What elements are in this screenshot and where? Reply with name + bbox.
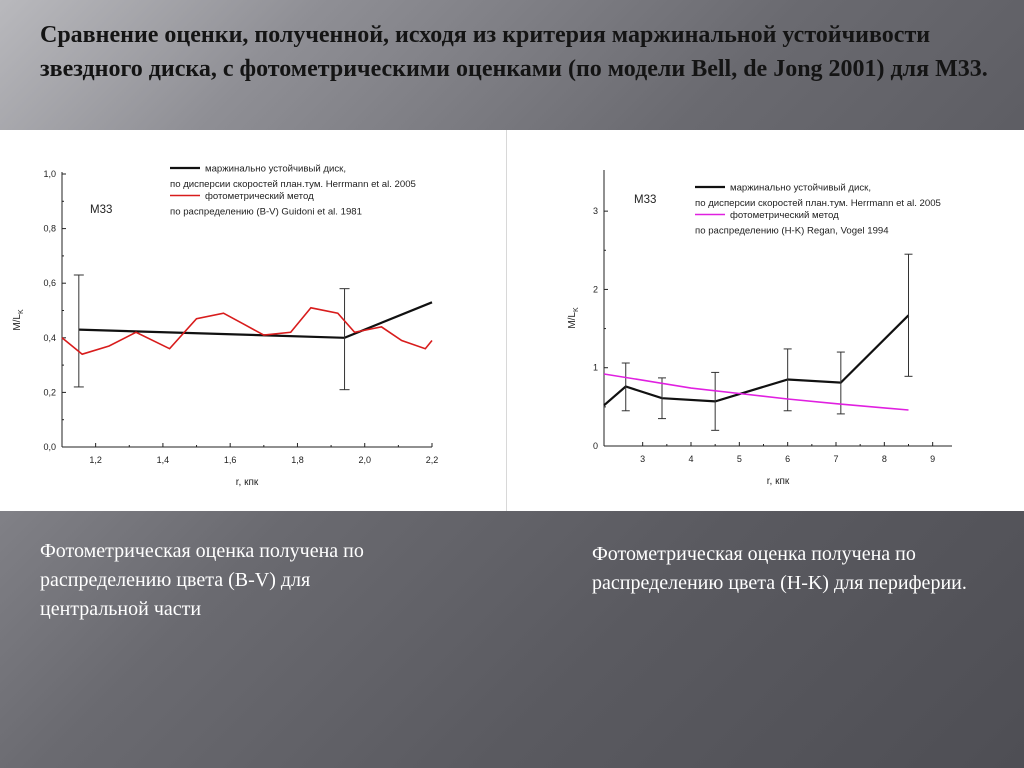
x-tick-label: 4 — [688, 454, 693, 464]
legend-entry-2: фотометрический метод — [205, 191, 314, 202]
error-bar — [711, 371, 720, 431]
galaxy-label: M33 — [90, 204, 112, 216]
series-line-2 — [603, 373, 909, 411]
galaxy-label: M33 — [634, 194, 656, 206]
y-tick-label: 3 — [593, 206, 598, 216]
y-axis-label-sub: K — [573, 307, 580, 312]
y-tick-label: 1,0 — [43, 169, 56, 179]
series-line-1 — [603, 314, 910, 407]
error-bar — [339, 288, 350, 391]
x-tick-label: 9 — [930, 454, 935, 464]
y-axis-label: M/LK — [12, 309, 25, 331]
legend-entry-1-detail: по дисперсии скоростей план.тум. Herrman… — [695, 198, 941, 209]
error-bar — [904, 253, 913, 377]
x-tick-label: 1,4 — [157, 455, 170, 465]
error-bar — [621, 362, 630, 412]
x-tick-label: 7 — [833, 454, 838, 464]
y-axis-label-main: M/L — [567, 312, 578, 329]
y-tick-label: 0,0 — [43, 442, 56, 452]
series-line-2 — [61, 306, 433, 356]
y-axis-label: M/LK — [567, 307, 580, 329]
legend-entry-2: фотометрический метод — [730, 210, 839, 221]
x-tick-label: 1,2 — [89, 455, 102, 465]
x-tick-label: 6 — [785, 454, 790, 464]
error-bar — [73, 274, 84, 388]
x-axis-label: r, кпк — [236, 477, 259, 488]
panel-divider — [506, 130, 507, 511]
y-tick-label: 0 — [593, 441, 598, 451]
caption-left: Фотометрическая оценка получена по распр… — [40, 540, 364, 620]
chart-panel-left: 0,0 0,2 0,4 0,6 0,8 1,0 1,2 1,4 1,6 1,8 2,0 2,2 M/LK… — [0, 130, 506, 511]
y-tick-label: 0,4 — [43, 333, 56, 343]
x-tick-label: 1,8 — [291, 455, 304, 465]
x-tick-label: 8 — [882, 454, 887, 464]
slide-title: Сравнение оценки, полученной, исходя из … — [40, 22, 988, 82]
y-tick-label: 2 — [593, 284, 598, 294]
x-tick-label: 5 — [737, 454, 742, 464]
x-tick-label: 2,0 — [358, 455, 371, 465]
y-tick-label: 0,8 — [43, 224, 56, 234]
error-bar — [783, 348, 792, 412]
x-axis-label: r, кпк — [767, 476, 790, 487]
legend-entry-2-detail: по распределению (H-K) Regan, Vogel 1994 — [695, 226, 889, 237]
y-axis-label-sub: K — [18, 309, 25, 314]
chart-panel-right: 0 1 2 3 3 4 5 6 7 8 9 M/LK r, кпк M33 маржинально усто… — [507, 130, 1024, 511]
chart-left: 0,0 0,2 0,4 0,6 0,8 1,0 1,2 1,4 1,6 1,8 2,0 2,2 M/LK… — [12, 164, 439, 489]
y-tick-label: 1 — [593, 363, 598, 373]
x-tick-label: 3 — [640, 454, 645, 464]
x-tick-label: 2,2 — [426, 455, 439, 465]
legend-entry-1-detail: по дисперсии скоростей план.тум. Herrman… — [170, 179, 416, 190]
legend-entry-2-detail: по распределению (B-V) Guidoni et al. 19… — [170, 207, 362, 218]
legend-entry-1: маржинально устойчивый диск, — [730, 183, 871, 194]
caption-right: Фотометрическая оценка получена по распр… — [592, 543, 967, 594]
legend-entry-1: маржинально устойчивый диск, — [205, 164, 346, 175]
series-line-1 — [78, 301, 433, 339]
y-tick-label: 0,2 — [43, 387, 56, 397]
y-axis-label-main: M/L — [12, 314, 23, 331]
y-tick-label: 0,6 — [43, 278, 56, 288]
error-bar — [658, 377, 666, 420]
x-tick-label: 1,6 — [224, 455, 237, 465]
